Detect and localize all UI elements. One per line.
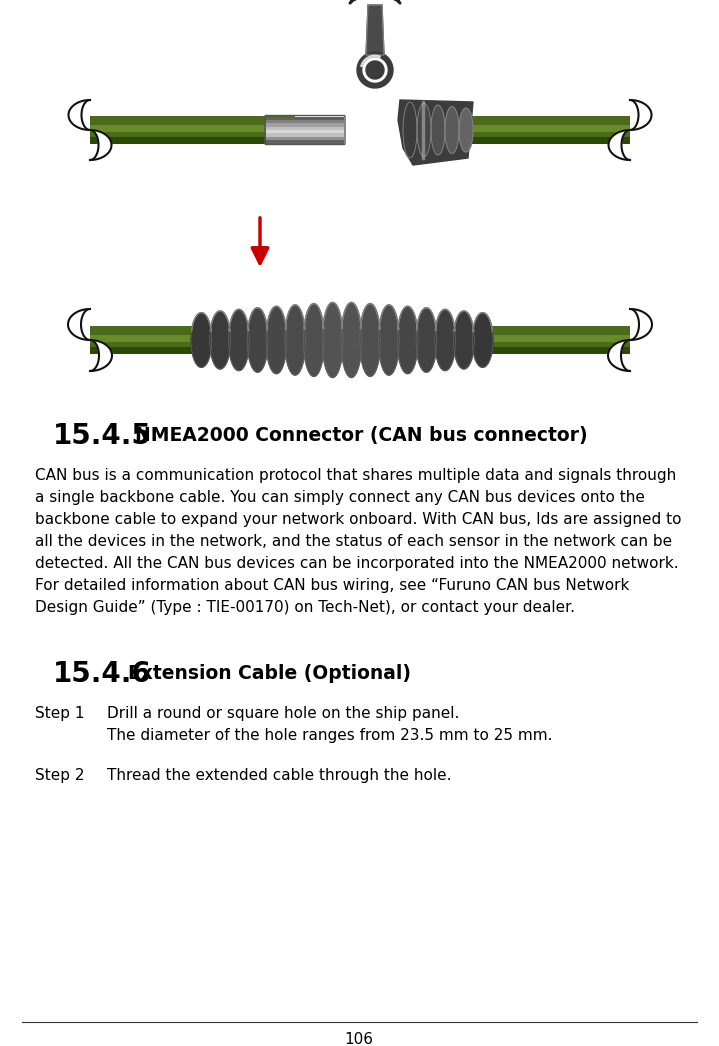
Text: Design Guide” (Type : TIE-00170) on Tech-Net), or contact your dealer.: Design Guide” (Type : TIE-00170) on Tech… [35, 600, 575, 615]
Text: CAN bus is a communication protocol that shares multiple data and signals throug: CAN bus is a communication protocol that… [35, 468, 677, 483]
Polygon shape [285, 304, 306, 376]
Text: NMEA2000 Connector (CAN bus connector): NMEA2000 Connector (CAN bus connector) [135, 426, 587, 445]
Text: all the devices in the network, and the status of each sensor in the network can: all the devices in the network, and the … [35, 535, 672, 549]
Bar [266, 130, 344, 134]
Polygon shape [357, 52, 393, 88]
Bar [90, 137, 295, 144]
Polygon shape [403, 103, 417, 158]
Bar [490, 326, 630, 354]
Polygon shape [630, 100, 651, 130]
Bar [266, 120, 344, 123]
Text: Step 1: Step 1 [35, 706, 85, 721]
Bar [90, 326, 195, 354]
Polygon shape [417, 104, 431, 157]
Bar [90, 126, 295, 132]
Bar [415, 137, 630, 144]
Text: 106: 106 [344, 1032, 373, 1046]
Polygon shape [68, 309, 90, 340]
Bar [90, 347, 195, 354]
Polygon shape [608, 130, 630, 160]
Bar [90, 116, 295, 144]
Polygon shape [472, 313, 493, 367]
Bar [266, 140, 344, 143]
Polygon shape [229, 310, 249, 370]
Polygon shape [398, 100, 473, 165]
Text: backbone cable to expand your network onboard. With CAN bus, Ids are assigned to: backbone cable to expand your network on… [35, 511, 682, 527]
Bar [415, 116, 630, 144]
Text: The diameter of the hole ranges from 23.5 mm to 25 mm.: The diameter of the hole ranges from 23.… [107, 728, 552, 743]
Polygon shape [435, 310, 456, 370]
Text: Extension Cable (Optional): Extension Cable (Optional) [128, 664, 411, 683]
Bar [266, 137, 344, 140]
Polygon shape [416, 308, 436, 372]
Polygon shape [378, 304, 399, 376]
Polygon shape [454, 311, 475, 369]
Bar [266, 116, 344, 120]
Text: a single backbone cable. You can simply connect any CAN bus devices onto the: a single backbone cable. You can simply … [35, 490, 645, 505]
Text: Drill a round or square hole on the ship panel.: Drill a round or square hole on the ship… [107, 706, 459, 721]
Polygon shape [459, 108, 473, 152]
Polygon shape [68, 100, 90, 130]
Polygon shape [247, 308, 268, 372]
Polygon shape [445, 107, 459, 154]
Polygon shape [398, 306, 418, 373]
Polygon shape [90, 340, 112, 371]
Polygon shape [608, 340, 630, 371]
Text: 15.4.6: 15.4.6 [53, 660, 152, 688]
Polygon shape [322, 302, 343, 378]
Polygon shape [341, 302, 362, 378]
Polygon shape [90, 130, 111, 160]
Text: detected. All the CAN bus devices can be incorporated into the NMEA2000 network.: detected. All the CAN bus devices can be… [35, 556, 679, 571]
Polygon shape [210, 311, 231, 369]
Bar [415, 126, 630, 132]
Polygon shape [303, 303, 324, 377]
Polygon shape [366, 5, 384, 55]
Polygon shape [363, 58, 387, 82]
Polygon shape [266, 306, 287, 373]
Bar [90, 335, 195, 342]
Bar [266, 127, 344, 130]
Bar [490, 347, 630, 354]
Text: 15.4.5: 15.4.5 [53, 422, 152, 450]
Text: Thread the extended cable through the hole.: Thread the extended cable through the ho… [107, 768, 452, 783]
Polygon shape [360, 303, 380, 377]
Polygon shape [191, 313, 212, 367]
Text: For detailed information about CAN bus wiring, see “Furuno CAN bus Network: For detailed information about CAN bus w… [35, 578, 629, 593]
Bar [266, 134, 344, 137]
Bar [266, 123, 344, 127]
Polygon shape [431, 105, 445, 155]
Polygon shape [366, 61, 384, 79]
Text: Step 2: Step 2 [35, 768, 85, 783]
Polygon shape [630, 309, 652, 340]
Bar [490, 335, 630, 342]
